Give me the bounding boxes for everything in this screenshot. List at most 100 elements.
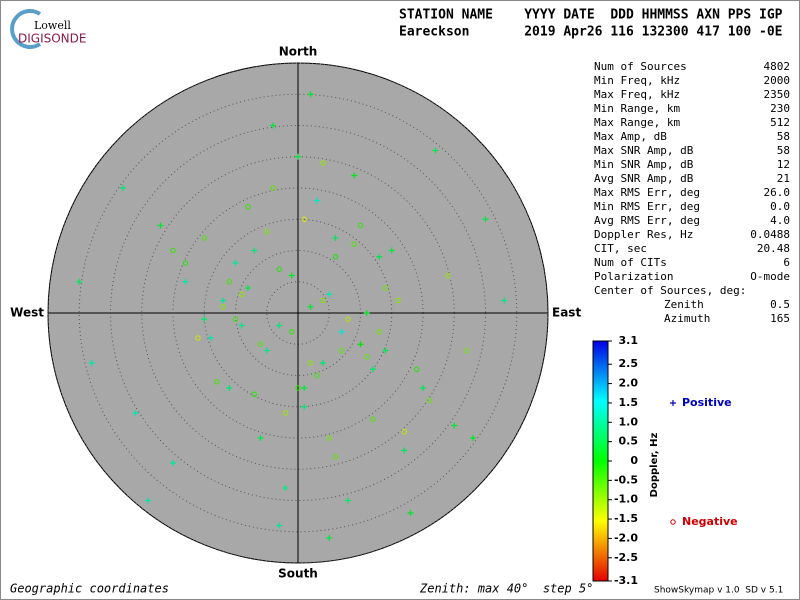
colorbar-tick-label: 1.0	[619, 415, 639, 428]
logo-arc	[10, 9, 42, 49]
source-negative	[426, 397, 432, 404]
header-line: STATION NAME YYYY DATE DDD HHMMSS AXN PP…	[399, 8, 783, 23]
stat-label: CIT, sec	[594, 242, 647, 255]
source-positive	[388, 247, 395, 254]
source-negative	[357, 222, 364, 229]
source-negative	[276, 266, 282, 272]
source-negative	[314, 372, 320, 379]
legend-label: Positive	[682, 396, 732, 409]
stat-value: O-mode	[750, 270, 790, 283]
source-positive	[120, 185, 126, 191]
source-positive	[363, 310, 370, 316]
stat-value: 21	[777, 172, 790, 185]
stat-label: Num of Sources	[594, 60, 687, 73]
source-negative	[370, 416, 376, 422]
source-positive	[226, 385, 233, 391]
colorbar-tick-label: 0.5	[619, 435, 639, 448]
source-positive	[232, 260, 239, 266]
source-negative	[226, 279, 232, 285]
colorbar-tick-label: -0.5	[614, 473, 638, 486]
stat-label: Min Range, km	[594, 102, 680, 115]
source-positive	[357, 341, 364, 348]
source-negative	[332, 454, 339, 460]
colorbar-tick-label: -1.5	[614, 512, 638, 525]
stat-label: Avg SNR Amp, dB	[594, 172, 694, 185]
colorbar	[592, 340, 609, 582]
source-positive	[263, 347, 270, 354]
stat-label: Doppler Res, Hz	[594, 228, 693, 241]
source-negative	[401, 429, 407, 435]
source-positive	[301, 403, 308, 410]
direction-label: North	[279, 45, 317, 59]
source-negative	[351, 241, 357, 247]
source-negative	[239, 291, 245, 297]
stat-label: Avg RMS Err, deg	[594, 214, 700, 227]
stat-value: 165	[770, 312, 790, 325]
source-positive	[132, 410, 139, 416]
source-positive	[245, 285, 251, 291]
source-negative	[414, 366, 420, 372]
stat-value: 58	[777, 130, 790, 143]
stat-label: Polarization	[594, 270, 673, 283]
source-positive	[307, 91, 314, 98]
source-negative	[445, 272, 451, 279]
source-positive	[470, 435, 476, 441]
source-positive	[313, 197, 320, 204]
stat-label: Max Amp, dB	[594, 130, 667, 143]
stat-value: 0.0	[770, 200, 790, 213]
stat-label: Azimuth	[664, 312, 710, 325]
source-negative	[345, 316, 351, 322]
source-negative	[214, 379, 220, 385]
stat-label: Num of CITs	[594, 256, 667, 269]
stat-value: 0.5	[770, 298, 790, 311]
source-positive	[157, 222, 164, 229]
legend-label: Negative	[682, 515, 738, 528]
source-negative	[670, 519, 676, 525]
source-negative	[264, 229, 270, 235]
source-negative	[245, 204, 251, 210]
source-positive	[170, 460, 176, 466]
source-positive	[288, 272, 295, 279]
source-positive	[670, 400, 676, 406]
source-positive	[207, 335, 214, 341]
source-positive	[420, 385, 426, 391]
source-negative	[182, 260, 189, 266]
stat-label: Center of Sources, deg:	[594, 284, 746, 297]
source-positive	[201, 316, 208, 323]
source-negative	[395, 297, 401, 304]
stat-value: 20.48	[757, 242, 790, 255]
footer-middle: Zenith: max 40° step 5°	[419, 582, 593, 596]
source-positive	[351, 172, 358, 179]
colorbar-tick-label: 2.5	[619, 357, 639, 370]
source-positive	[345, 497, 351, 504]
stat-label: Max SNR Amp, dB	[594, 144, 694, 157]
source-positive	[338, 328, 345, 335]
source-negative	[220, 304, 226, 310]
source-negative	[326, 435, 332, 441]
source-positive	[307, 303, 314, 310]
direction-label: South	[278, 567, 318, 581]
logo-top: Lowell	[34, 19, 71, 32]
source-negative	[170, 247, 176, 254]
stat-label: Zenith	[664, 298, 704, 311]
logo-bottom: DIGISONDE	[18, 32, 86, 46]
source-negative	[339, 347, 345, 354]
source-negative	[332, 254, 339, 260]
source-negative	[320, 160, 326, 166]
source-positive	[238, 322, 245, 329]
source-negative	[464, 347, 470, 354]
stat-value: 2350	[764, 88, 791, 101]
stat-value: 6	[783, 256, 790, 269]
source-positive	[326, 535, 333, 541]
source-positive	[382, 347, 389, 354]
header-line: Eareckson 2019 Apr26 116 132300 417 100 …	[399, 25, 783, 40]
stat-value: 26.0	[764, 186, 791, 199]
source-negative	[295, 385, 301, 391]
colorbar-label: Doppler, Hz	[649, 433, 660, 498]
source-positive	[76, 278, 83, 285]
direction-label: West	[10, 306, 44, 320]
source-negative	[257, 341, 264, 347]
source-negative	[232, 316, 239, 322]
source-positive	[376, 253, 383, 260]
